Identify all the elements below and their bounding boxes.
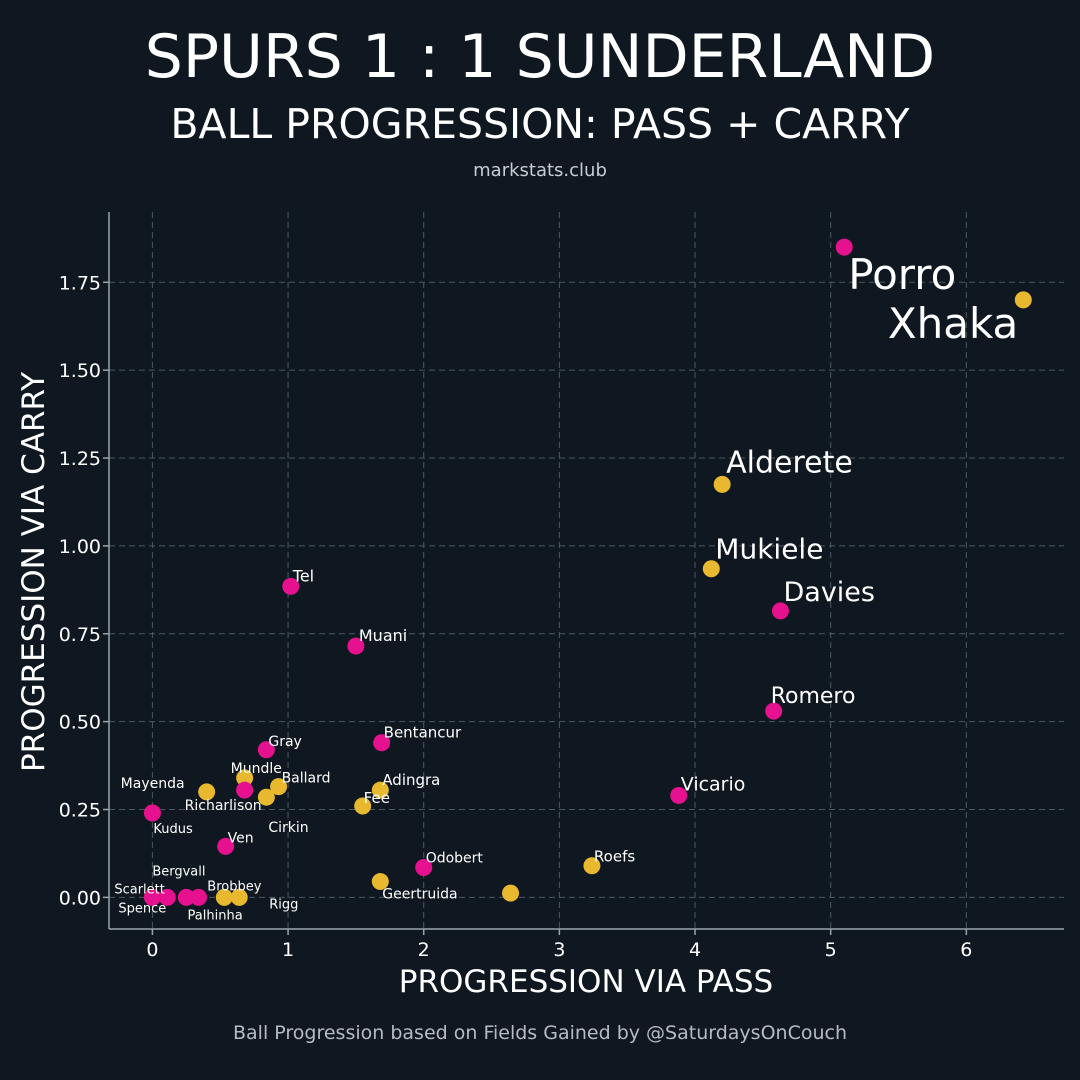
point-bergvall [177,888,195,906]
point-davies [771,602,789,620]
point-ven [217,837,235,855]
chart-subtitle: BALL PROGRESSION: PASS + CARRY [170,100,910,148]
point-unnamed [502,884,520,902]
point-fee [354,797,372,815]
x-tick-label: 6 [960,939,972,961]
footer-caption: Ball Progression based on Fields Gained … [233,1022,847,1044]
point-mundle [236,769,254,787]
point-ballard [270,778,288,796]
point-mayenda [198,783,216,801]
label-davies: Davies [783,577,875,608]
label-kudus: Kudus [153,822,193,837]
label-geertruida: Geertruida [382,887,457,903]
label-rigg: Rigg [269,897,298,912]
point-cirkin [257,788,275,806]
label-spence: Spence [118,901,166,916]
label-alderete: Alderete [726,445,853,480]
point-kudus [143,804,161,822]
label-muani: Muani [359,626,407,645]
label-vicario: Vicario [681,773,746,795]
label-ballard: Ballard [282,771,331,787]
grid [109,212,1064,929]
point-richarlison [236,781,254,799]
label-gray: Gray [268,734,301,750]
label-xhaka: Xhaka [888,299,1018,348]
point-roefs [583,857,601,875]
tick-labels: 0 1 2 3 4 5 6 0.00 0.25 0.50 0.75 1.00 1.25 1.50 1.75 [59,272,973,961]
label-porro: Porro [848,250,956,299]
point-xhaka [1014,291,1032,309]
point-spence [143,888,161,906]
y-tick-label: 1.75 [59,272,101,294]
label-richarlison: Richarlison [185,798,262,814]
label-ven: Ven [228,830,254,846]
point-tel [282,577,300,595]
point-gray [257,741,275,759]
y-axis-label: PROGRESSION VIA CARRY [16,372,52,772]
x-tick-label: 4 [689,939,701,961]
y-tick-label: 0.50 [59,712,101,734]
site-credit: markstats.club [473,160,607,181]
y-tick-label: 0.75 [59,624,101,646]
label-odobert: Odobert [426,850,484,866]
label-mundle: Mundle [231,761,282,777]
label-mukiele: Mukiele [715,533,823,566]
label-fee: Fee [364,789,390,807]
label-scarlett: Scarlett [114,882,165,897]
y-tick-label: 0.00 [59,887,101,909]
x-tick-label: 3 [553,939,565,961]
point-rigg [230,888,248,906]
y-tick-label: 1.50 [59,360,101,382]
label-bergvall: Bergvall [152,864,205,879]
label-adingra: Adingra [382,771,440,789]
point-bentancur [373,734,391,752]
label-palhinha: Palhinha [188,908,243,923]
label-mayenda: Mayenda [121,776,185,792]
chart-title: SPURS 1 : 1 SUNDERLAND [144,22,936,92]
x-tick-label: 0 [146,939,158,961]
point-vicario [670,786,688,804]
label-brobbey: Brobbey [207,879,261,894]
point-porro [835,238,853,256]
label-cirkin: Cirkin [268,820,308,836]
point-adingra [371,781,389,799]
y-tick-label: 1.25 [59,448,101,470]
y-tick-label: 1.00 [59,536,101,558]
point-romero [765,702,783,720]
point-brobbey [215,888,233,906]
label-tel: Tel [292,566,314,585]
label-romero: Romero [771,684,856,709]
point-geertruida [371,873,389,891]
label-roefs: Roefs [594,848,635,866]
x-axis-label: PROGRESSION VIA PASS [399,964,773,1000]
x-tick-label: 2 [418,939,430,961]
label-bentancur: Bentancur [384,724,462,742]
point-scarlett [158,888,176,906]
axes [103,212,1064,935]
x-tick-label: 5 [825,939,837,961]
point-mukiele [702,560,720,578]
point-palhinha [190,888,208,906]
point-muani [347,637,365,655]
point-alderete [713,475,731,493]
y-tick-label: 0.25 [59,800,101,822]
data-points [143,238,1032,906]
point-odobert [415,858,433,876]
x-tick-label: 1 [282,939,294,961]
